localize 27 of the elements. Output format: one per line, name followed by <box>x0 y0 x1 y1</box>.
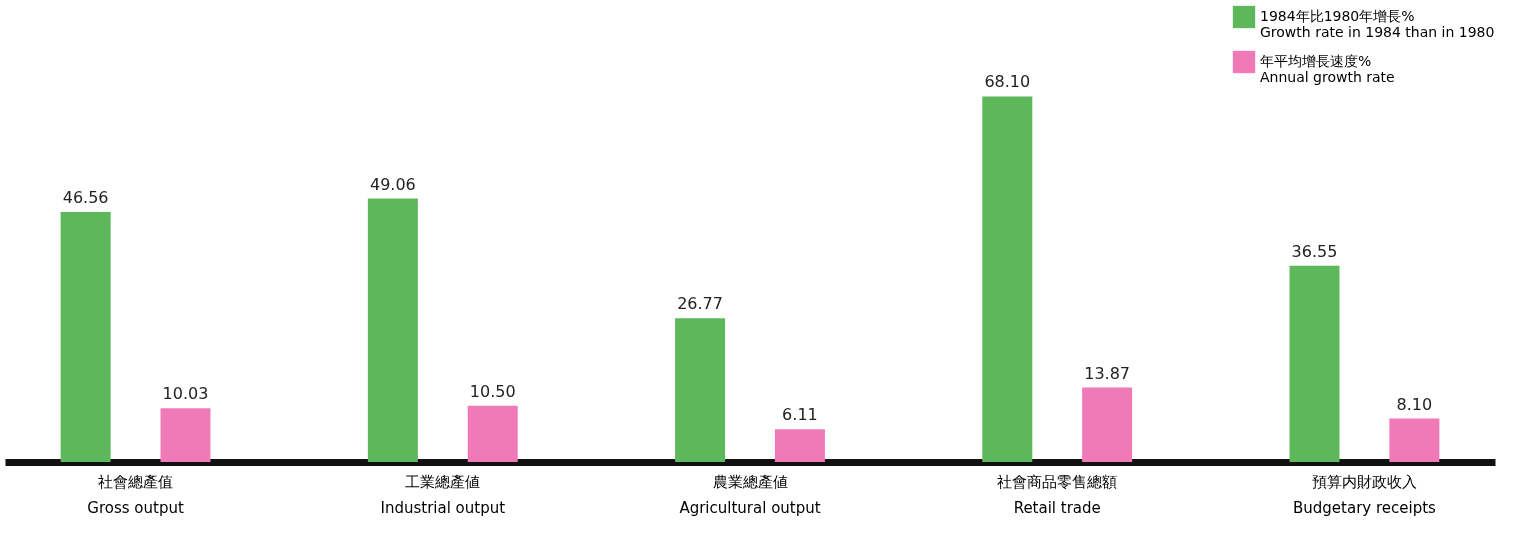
data-label: 8.10 <box>1396 394 1433 414</box>
bar <box>675 318 726 462</box>
x-tick-label: 預算内財政收入 Budgetary receipts <box>1292 472 1437 517</box>
bar <box>1082 387 1133 462</box>
bar <box>160 408 211 462</box>
bar <box>774 429 825 462</box>
bar <box>1389 418 1440 462</box>
data-label: 49.06 <box>369 174 416 194</box>
legend-label: 年平均增長速度% Annual growth rate <box>1260 53 1395 85</box>
data-label: 10.03 <box>162 384 209 404</box>
data-label: 46.56 <box>62 188 109 208</box>
legend-label: 1984年比1980年增長% Growth rate in 1984 than in 1980 <box>1260 8 1495 40</box>
data-label: 10.50 <box>469 381 516 401</box>
bar <box>467 405 518 462</box>
x-tick-label: 社會總產值 Gross output <box>87 472 184 517</box>
data-label: 36.55 <box>1291 241 1338 261</box>
x-tick-label: 工業總產値 Industrial output <box>380 472 506 517</box>
bar <box>60 212 111 462</box>
x-tick-label: 社會商品零售總額 Retail trade <box>997 472 1118 517</box>
bar <box>1289 265 1340 462</box>
bar <box>982 96 1033 462</box>
data-label: 68.10 <box>984 72 1031 92</box>
data-label: 26.77 <box>677 294 723 314</box>
x-tick-label: 農業總產値 Agricultural output <box>679 472 821 517</box>
data-label: 6.11 <box>782 405 818 425</box>
data-label: 13.87 <box>1084 363 1131 383</box>
bar <box>367 198 418 462</box>
